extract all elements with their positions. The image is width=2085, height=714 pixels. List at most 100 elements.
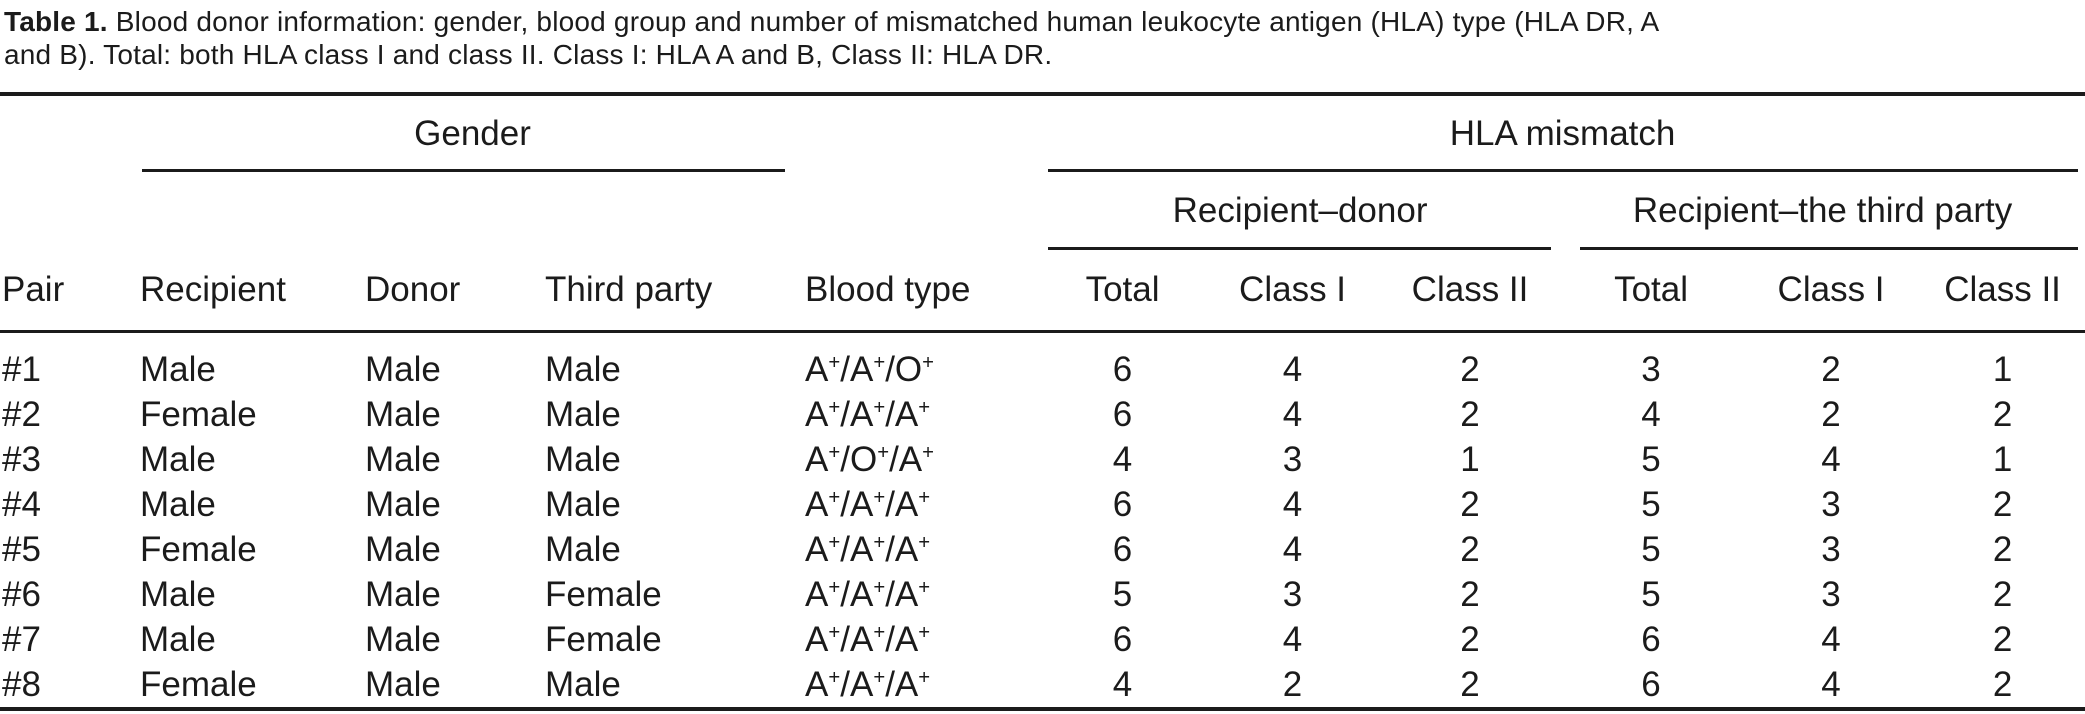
spacer-cell (0, 172, 1040, 250)
cell-blood-type: A+/A+/A+ (805, 484, 931, 524)
cell-recipient: Female (140, 394, 257, 434)
table-caption: Table 1. Blood donor information: gender… (0, 0, 2085, 92)
hla-mismatch-group-underline (1048, 169, 2079, 172)
cell-third-party: Female (545, 619, 662, 659)
recipient-donor-group-header: Recipient–donor (1040, 172, 1560, 250)
cell-rd-class-i: 2 (1282, 664, 1303, 704)
cell-pair: #4 (2, 484, 41, 524)
cell-third-party: Male (545, 484, 621, 524)
table-caption-label: Table 1. (4, 6, 108, 37)
cell-rt-class-ii: 2 (1992, 574, 2013, 614)
cell-blood-type: A+/O+/A+ (805, 439, 934, 479)
cell-rd-total: 5 (1112, 574, 1133, 614)
table-row: #3 Male Male Male A+/O+/A+ 4 3 1 5 4 1 (0, 437, 2085, 482)
recipient-third-party-group-underline (1580, 247, 2079, 250)
cell-third-party: Male (545, 394, 621, 434)
cell-rt-class-ii: 1 (1992, 349, 2013, 389)
cell-donor: Male (365, 394, 441, 434)
column-header-recipient: Recipient (140, 270, 286, 309)
column-header-rd-class-i: Class I (1239, 270, 1347, 309)
cell-rt-total: 3 (1641, 349, 1661, 389)
cell-recipient: Female (140, 529, 257, 569)
cell-rt-class-i: 4 (1821, 619, 1841, 659)
spacer-cell (0, 94, 140, 172)
cell-donor: Male (365, 349, 441, 389)
spacer-cell (805, 94, 1040, 172)
cell-recipient: Female (140, 664, 257, 704)
group-header-row-1: Gender HLA mismatch (0, 94, 2085, 172)
cell-blood-type: A+/A+/A+ (805, 394, 931, 434)
column-header-rt-class-i: Class I (1777, 270, 1885, 309)
cell-rd-class-ii: 2 (1460, 529, 1480, 569)
cell-rt-total: 4 (1641, 394, 1661, 434)
cell-rt-total: 5 (1641, 574, 1661, 614)
cell-rt-class-ii: 2 (1992, 529, 2013, 569)
cell-rd-class-ii: 2 (1460, 574, 1480, 614)
cell-rt-class-i: 2 (1821, 394, 1841, 434)
cell-pair: #8 (2, 664, 41, 704)
cell-donor: Male (365, 529, 441, 569)
table-caption-text-line2: and B). Total: both HLA class I and clas… (4, 39, 1053, 70)
cell-rd-total: 4 (1112, 439, 1133, 479)
cell-recipient: Male (140, 439, 216, 479)
cell-blood-type: A+/A+/A+ (805, 619, 931, 659)
column-header-rt-total: Total (1614, 270, 1688, 309)
cell-rt-total: 6 (1641, 664, 1661, 704)
cell-blood-type: A+/A+/A+ (805, 664, 931, 704)
gender-group-header: Gender (140, 94, 805, 172)
cell-donor: Male (365, 664, 441, 704)
cell-donor: Male (365, 619, 441, 659)
cell-rt-class-ii: 1 (1992, 439, 2013, 479)
cell-rd-total: 6 (1112, 394, 1133, 434)
cell-rd-class-i: 3 (1282, 574, 1303, 614)
cell-donor: Male (365, 439, 441, 479)
cell-donor: Male (365, 574, 441, 614)
recipient-donor-group-underline (1048, 247, 1552, 250)
cell-rd-total: 6 (1112, 349, 1133, 389)
cell-recipient: Male (140, 484, 216, 524)
cell-rt-class-ii: 2 (1992, 394, 2013, 434)
cell-recipient: Male (140, 619, 216, 659)
cell-rt-class-ii: 2 (1992, 484, 2013, 524)
cell-rd-class-i: 4 (1282, 484, 1303, 524)
cell-rd-class-i: 4 (1282, 394, 1303, 434)
cell-rd-class-i: 4 (1282, 529, 1303, 569)
cell-rt-class-i: 3 (1821, 529, 1841, 569)
column-header-pair: Pair (2, 270, 65, 309)
table-body: #1 Male Male Male A+/A+/O+ 6 4 2 3 2 1 #2 Female Male… (0, 332, 2085, 710)
cell-third-party: Male (545, 664, 621, 704)
cell-rt-total: 5 (1641, 529, 1661, 569)
hla-mismatch-group-header: HLA mismatch (1040, 94, 2085, 172)
cell-rt-class-ii: 2 (1992, 664, 2013, 704)
cell-rd-class-i: 4 (1282, 619, 1303, 659)
table-row: #4 Male Male Male A+/A+/A+ 6 4 2 5 3 2 (0, 482, 2085, 527)
group-header-row-2: Recipient–donor Recipient–the third part… (0, 172, 2085, 250)
cell-pair: #7 (2, 619, 41, 659)
cell-third-party: Male (545, 439, 621, 479)
cell-rd-class-ii: 2 (1460, 349, 1480, 389)
cell-rt-class-ii: 2 (1992, 619, 2013, 659)
recipient-donor-group-label: Recipient–donor (1172, 191, 1428, 230)
cell-rt-total: 6 (1641, 619, 1661, 659)
cell-rd-class-ii: 2 (1460, 664, 1480, 704)
gender-group-underline (142, 169, 786, 172)
cell-rd-total: 6 (1112, 484, 1133, 524)
column-header-third-party: Third party (545, 270, 713, 309)
column-header-rd-total: Total (1085, 270, 1160, 309)
hla-mismatch-group-label: HLA mismatch (1449, 114, 1676, 153)
cell-third-party: Male (545, 529, 621, 569)
cell-rt-class-i: 4 (1821, 439, 1841, 479)
column-header-rd-class-ii: Class II (1411, 270, 1529, 309)
table-row: #2 Female Male Male A+/A+/A+ 6 4 2 4 2 2 (0, 392, 2085, 437)
cell-pair: #1 (2, 349, 41, 389)
column-header-donor: Donor (365, 270, 461, 309)
cell-third-party: Female (545, 574, 662, 614)
cell-rd-total: 6 (1112, 619, 1133, 659)
cell-rd-class-ii: 2 (1460, 619, 1480, 659)
table-row: #5 Female Male Male A+/A+/A+ 6 4 2 5 3 2 (0, 527, 2085, 572)
recipient-third-party-group-label: Recipient–the third party (1632, 191, 2013, 230)
cell-recipient: Male (140, 349, 216, 389)
cell-rt-class-i: 3 (1821, 484, 1841, 524)
table-caption-text-line1: Blood donor information: gender, blood g… (115, 6, 1660, 37)
cell-third-party: Male (545, 349, 621, 389)
